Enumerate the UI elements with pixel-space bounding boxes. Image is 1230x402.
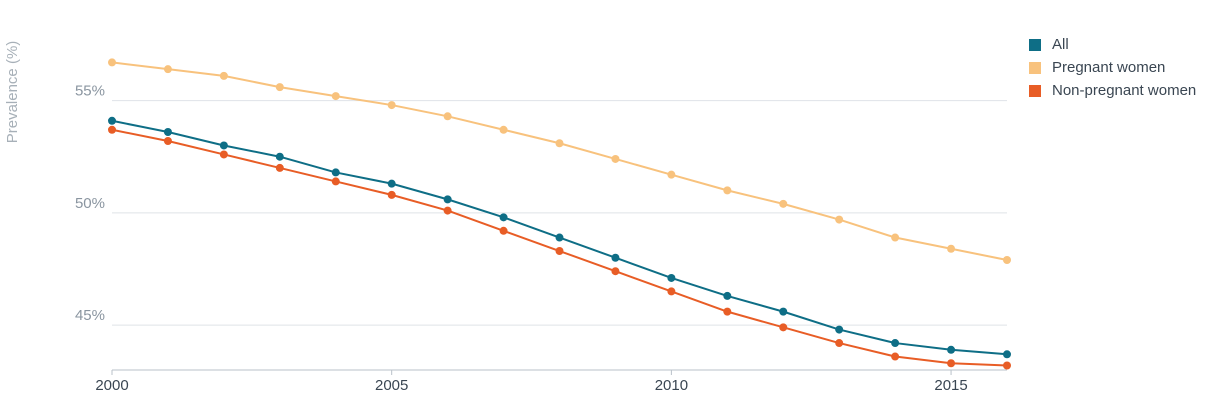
data-point-all[interactable]	[499, 213, 508, 222]
data-point-non-pregnant-women[interactable]	[331, 177, 340, 186]
data-point-pregnant-women[interactable]	[835, 215, 844, 224]
data-point-pregnant-women[interactable]	[891, 233, 900, 242]
data-point-pregnant-women[interactable]	[723, 186, 732, 195]
legend-label-non-pregnant-women: Non-pregnant women	[1052, 82, 1197, 99]
legend-item-all[interactable]: All	[1029, 33, 1196, 56]
data-point-non-pregnant-women[interactable]	[835, 339, 844, 348]
legend-label-pregnant-women: Pregnant women	[1052, 59, 1166, 76]
series-line-pregnant-women	[111, 61, 1008, 261]
data-point-pregnant-women[interactable]	[108, 58, 116, 67]
data-point-all[interactable]	[1003, 350, 1011, 359]
legend-item-non-pregnant-women[interactable]: Non-pregnant women	[1029, 79, 1196, 102]
data-point-pregnant-women[interactable]	[275, 83, 284, 92]
data-point-non-pregnant-women[interactable]	[108, 125, 116, 134]
data-point-pregnant-women[interactable]	[443, 112, 452, 121]
data-point-all[interactable]	[947, 345, 956, 354]
series-lines	[108, 58, 1011, 370]
data-point-non-pregnant-women[interactable]	[499, 226, 508, 235]
legend-item-pregnant-women[interactable]: Pregnant women	[1029, 56, 1196, 79]
legend: All Pregnant women Non-pregnant women	[1029, 33, 1196, 102]
x-tick-label: 2005	[375, 377, 408, 394]
y-axis-title: Prevalence (%)	[4, 41, 21, 144]
data-point-non-pregnant-women[interactable]	[219, 150, 228, 159]
legend-swatch-pregnant-women	[1029, 61, 1041, 74]
data-point-all[interactable]	[163, 128, 172, 137]
data-point-all[interactable]	[891, 339, 900, 348]
data-point-pregnant-women[interactable]	[387, 101, 396, 110]
y-tick-label: 55%	[75, 83, 105, 100]
data-point-non-pregnant-women[interactable]	[611, 267, 620, 276]
data-point-non-pregnant-women[interactable]	[163, 136, 172, 145]
data-point-pregnant-women[interactable]	[331, 92, 340, 101]
data-point-non-pregnant-women[interactable]	[667, 287, 676, 296]
x-tick-label: 2015	[934, 377, 967, 394]
axes: 2000 2005 2010 2015	[95, 369, 1007, 394]
data-point-pregnant-women[interactable]	[163, 65, 172, 74]
data-point-non-pregnant-women[interactable]	[891, 352, 900, 361]
data-point-pregnant-women[interactable]	[611, 154, 620, 163]
legend-swatch-all	[1029, 38, 1041, 51]
data-point-non-pregnant-women[interactable]	[1003, 361, 1011, 370]
data-point-all[interactable]	[667, 273, 676, 282]
y-tick-label: 45%	[75, 307, 105, 324]
data-point-non-pregnant-women[interactable]	[275, 163, 284, 172]
data-point-non-pregnant-women[interactable]	[779, 323, 788, 332]
data-point-pregnant-women[interactable]	[219, 71, 228, 80]
data-point-non-pregnant-women[interactable]	[555, 247, 564, 256]
data-point-pregnant-women[interactable]	[779, 199, 788, 208]
data-point-all[interactable]	[219, 141, 228, 150]
data-point-all[interactable]	[611, 253, 620, 262]
legend-swatch-non-pregnant-women	[1029, 84, 1041, 97]
data-point-all[interactable]	[555, 233, 564, 242]
data-point-all[interactable]	[275, 152, 284, 161]
data-point-non-pregnant-women[interactable]	[947, 359, 956, 368]
legend-label-all: All	[1052, 36, 1069, 53]
x-tick-label: 2000	[95, 377, 128, 394]
data-point-pregnant-women[interactable]	[947, 244, 956, 253]
data-point-pregnant-women[interactable]	[1003, 255, 1011, 264]
x-tick-label: 2010	[655, 377, 688, 394]
data-point-non-pregnant-women[interactable]	[723, 307, 732, 316]
data-point-all[interactable]	[443, 195, 452, 204]
data-point-all[interactable]	[331, 168, 340, 177]
data-point-pregnant-women[interactable]	[499, 125, 508, 134]
data-point-non-pregnant-women[interactable]	[443, 206, 452, 215]
gridlines: 45% 50% 55%	[75, 83, 1007, 326]
data-point-pregnant-women[interactable]	[555, 139, 564, 148]
data-point-all[interactable]	[387, 179, 396, 188]
y-tick-label: 50%	[75, 195, 105, 212]
data-point-all[interactable]	[723, 291, 732, 300]
data-point-all[interactable]	[835, 325, 844, 334]
data-point-all[interactable]	[108, 116, 116, 125]
data-point-pregnant-women[interactable]	[667, 170, 676, 179]
data-point-non-pregnant-women[interactable]	[387, 190, 396, 199]
data-point-all[interactable]	[779, 307, 788, 316]
